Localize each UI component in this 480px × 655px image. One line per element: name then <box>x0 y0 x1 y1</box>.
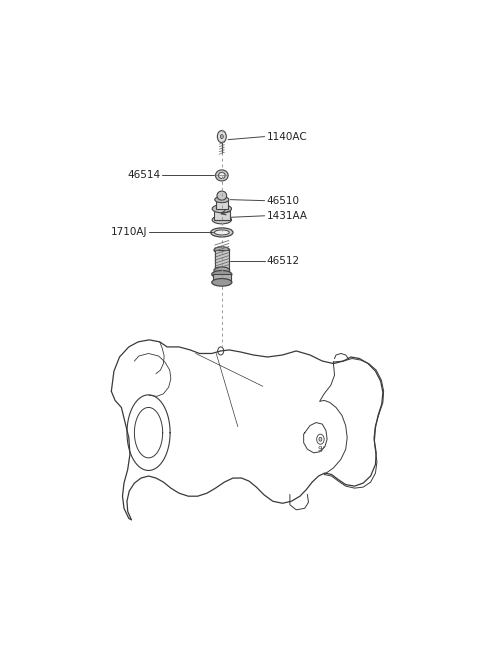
Circle shape <box>317 434 324 444</box>
Ellipse shape <box>211 228 233 237</box>
Ellipse shape <box>212 271 232 278</box>
Ellipse shape <box>215 230 229 235</box>
Ellipse shape <box>215 196 229 202</box>
Ellipse shape <box>212 204 231 213</box>
Circle shape <box>218 347 224 355</box>
Text: 46510: 46510 <box>266 196 300 206</box>
Polygon shape <box>216 200 228 209</box>
Text: 46514: 46514 <box>127 170 160 180</box>
Text: 1140AC: 1140AC <box>266 132 307 141</box>
Text: 46512: 46512 <box>266 256 300 266</box>
Circle shape <box>217 130 226 143</box>
Text: 1710AJ: 1710AJ <box>111 227 147 237</box>
Ellipse shape <box>212 278 232 286</box>
Ellipse shape <box>214 247 229 253</box>
Ellipse shape <box>214 267 229 274</box>
Circle shape <box>220 134 223 139</box>
Ellipse shape <box>217 191 227 200</box>
Ellipse shape <box>218 172 225 178</box>
FancyBboxPatch shape <box>213 274 231 282</box>
Polygon shape <box>214 209 230 220</box>
Circle shape <box>319 437 322 441</box>
Text: 9/: 9/ <box>318 446 324 453</box>
Text: 1431AA: 1431AA <box>266 211 308 221</box>
Ellipse shape <box>216 170 228 181</box>
FancyBboxPatch shape <box>215 250 229 271</box>
Ellipse shape <box>212 215 231 224</box>
